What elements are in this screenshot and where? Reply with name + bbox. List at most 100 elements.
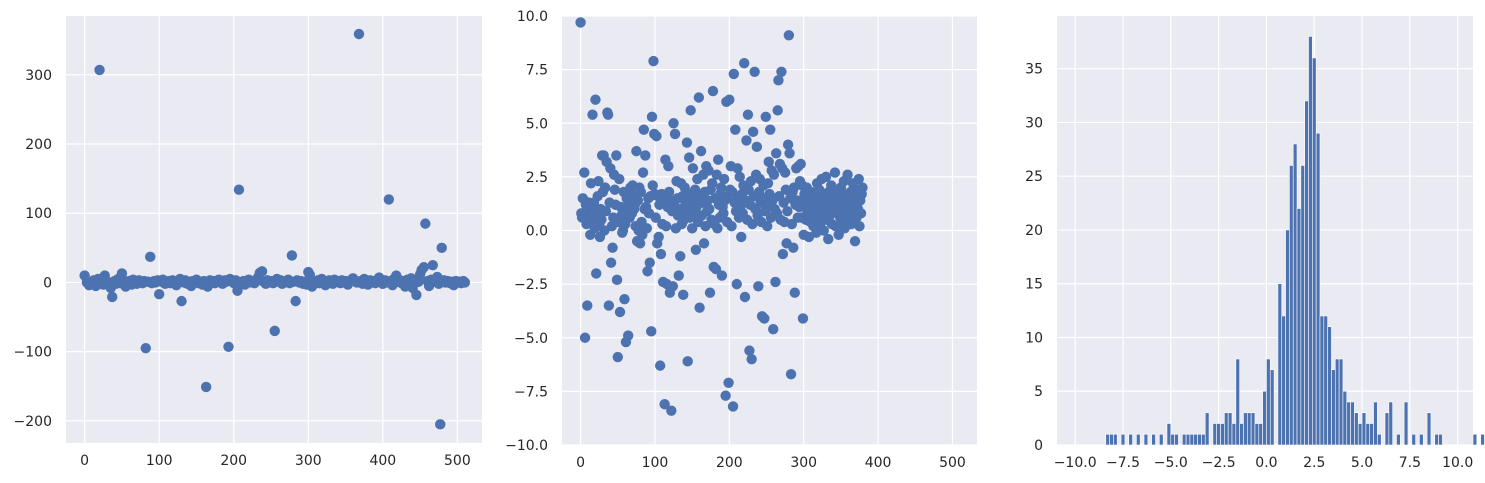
scatter-point <box>746 354 757 365</box>
scatter-point <box>675 251 686 262</box>
histogram-bar <box>1159 433 1164 446</box>
x-tick-label: 2.5 <box>1303 455 1325 471</box>
x-tick-label: 300 <box>295 453 322 469</box>
scatter-point <box>715 182 727 193</box>
scatter-point <box>631 145 642 157</box>
histogram-bar <box>1185 433 1191 446</box>
histogram-bar <box>1250 412 1256 446</box>
scatter-point <box>637 167 649 178</box>
histogram-bar <box>1220 423 1225 446</box>
histogram-bar <box>1212 423 1218 446</box>
scatter-point <box>256 266 268 277</box>
histogram-bar <box>1334 358 1340 446</box>
scatter-point <box>153 289 165 300</box>
scatter-point <box>718 208 729 219</box>
scatter-point <box>611 150 622 161</box>
histogram-bar <box>1285 229 1290 446</box>
scatter-point <box>614 173 625 185</box>
y-tick-label: −5.0 <box>514 331 548 347</box>
scatter-point <box>854 221 865 232</box>
histogram-bar <box>1419 433 1424 446</box>
scatter-point <box>797 313 809 324</box>
scatter-point <box>232 285 243 296</box>
x-tick-label: 400 <box>865 455 892 471</box>
histogram-bar <box>1181 433 1187 446</box>
scatter-point <box>596 214 607 225</box>
scatter-point <box>673 270 684 281</box>
scatter-point <box>724 94 735 105</box>
scatter-point <box>607 242 618 253</box>
histogram-bar <box>1193 433 1198 446</box>
scatter-point <box>579 167 590 178</box>
scatter-point <box>687 163 699 174</box>
scatter-point <box>741 135 752 146</box>
scatter-point <box>747 126 759 138</box>
scatter-point <box>759 313 770 324</box>
x-tick-label: 100 <box>146 453 173 469</box>
y-tick-label: −100 <box>14 345 52 361</box>
histogram-bar <box>1201 433 1206 446</box>
scatter-point <box>459 277 471 288</box>
scatter-point <box>647 180 658 191</box>
scatter-point <box>602 109 614 120</box>
histogram-bar <box>1170 433 1175 446</box>
scatter-point <box>728 68 740 80</box>
scatter-point <box>590 94 601 105</box>
histogram-bar <box>1197 433 1202 446</box>
y-tick-label: 35 <box>1025 62 1043 78</box>
scatter-point <box>857 182 868 193</box>
y-tick-label: −2.5 <box>514 277 548 293</box>
scatter-point <box>145 251 156 263</box>
scatter-point <box>776 66 787 77</box>
histogram-bar <box>1403 401 1409 446</box>
histogram-bar <box>1109 433 1114 446</box>
scatter-point <box>744 345 755 356</box>
y-tick-label: 200 <box>25 137 52 153</box>
histogram-bar <box>1373 401 1378 446</box>
scatter-point <box>638 124 650 135</box>
scatter-point <box>418 262 430 273</box>
scatter-point <box>427 259 438 271</box>
x-tick-label: 500 <box>444 453 471 469</box>
scatter-point <box>223 341 234 353</box>
scatter-point <box>140 342 151 354</box>
histogram-bar <box>1411 433 1416 446</box>
scatter-point <box>666 405 677 416</box>
scatter-point <box>739 291 751 303</box>
histogram-bar <box>1438 433 1443 446</box>
scatter-point <box>353 28 365 40</box>
x-tick-label: 300 <box>790 455 817 471</box>
scatter-point <box>653 231 664 243</box>
x-tick-label: −7.5 <box>1106 455 1140 471</box>
scatter-point <box>768 169 780 180</box>
histogram-bar <box>1312 57 1317 446</box>
scatter-point <box>720 390 731 401</box>
y-tick-label: 2.5 <box>526 170 548 186</box>
scatter-point <box>783 30 795 41</box>
histogram-bar <box>1143 433 1149 446</box>
histogram-bar <box>1151 433 1156 446</box>
scatter-point <box>290 295 301 307</box>
scatter-point <box>731 278 742 290</box>
scatter-point <box>420 218 431 229</box>
histogram-bar <box>1480 433 1485 446</box>
scatter-point <box>611 274 623 286</box>
histogram-chart: −10.0 −7.5 −5.0 −2.5 0.0 2.5 5.0 7.5 10.0 0 5 10 15 2… <box>1025 16 1485 471</box>
histogram-bar <box>1327 326 1332 446</box>
scatter-point <box>678 289 689 301</box>
scatter-point <box>641 223 652 234</box>
scatter-point <box>663 186 675 198</box>
scatter-point <box>779 167 791 178</box>
histogram-bar <box>1281 315 1286 446</box>
y-tick-label: 100 <box>25 206 52 222</box>
scatter-point <box>683 152 695 163</box>
scatter-point <box>782 205 793 217</box>
histogram-bar <box>1254 423 1260 446</box>
histogram-bar <box>1136 433 1141 446</box>
scatter-point <box>200 381 212 393</box>
x-tick-label: 0.0 <box>1255 455 1277 471</box>
scatter-point <box>772 105 783 116</box>
y-tick-label: −200 <box>14 414 52 430</box>
scatter-point <box>609 184 621 195</box>
